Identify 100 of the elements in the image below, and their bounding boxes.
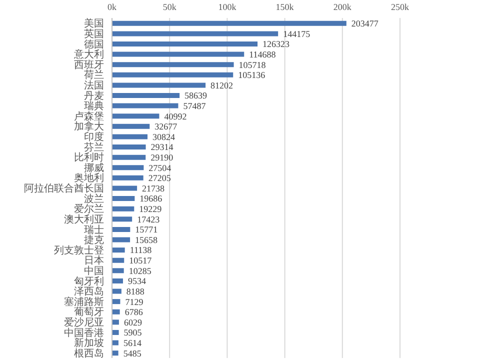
y-tick-label: 葡萄牙	[74, 306, 104, 318]
bar	[112, 186, 138, 191]
bar	[112, 175, 144, 180]
bar	[112, 320, 119, 325]
y-tick-label: 美国	[84, 18, 104, 30]
data-label: 15771	[135, 224, 158, 235]
bar	[112, 72, 234, 78]
y-tick-label: 加拿大	[74, 120, 104, 133]
y-tick-label: 捷克	[84, 234, 104, 246]
bar	[112, 278, 123, 284]
y-tick-label: 列支敦士登	[54, 244, 104, 256]
y-tick-label: 卢森堡	[74, 110, 104, 122]
data-label: 114688	[249, 49, 276, 60]
data-label: 8188	[126, 286, 145, 296]
data-label: 11138	[130, 245, 152, 256]
y-tick-label: 西班牙	[74, 58, 104, 71]
y-tick-label: 比利时	[74, 152, 104, 164]
data-label: 5614	[123, 338, 142, 348]
y-tick-label: 瑞典	[84, 100, 104, 112]
y-tick-label: 挪威	[84, 162, 104, 174]
data-label: 29314	[150, 142, 174, 152]
data-label: 19686	[140, 194, 163, 204]
bar	[112, 288, 122, 294]
y-tick-label: 英国	[84, 28, 104, 40]
y-tick-label: 匈牙利	[74, 275, 104, 288]
y-tick-label: 日本	[84, 254, 104, 267]
y-tick-label: 波兰	[84, 192, 104, 205]
data-label: 30824	[152, 132, 176, 142]
data-label: 81202	[210, 80, 234, 90]
y-tick-label: 奥地利	[74, 172, 104, 184]
bar	[112, 299, 120, 304]
data-label: 27205	[148, 173, 172, 184]
data-label: 10517	[129, 256, 152, 266]
bar	[112, 114, 160, 119]
bar	[112, 340, 118, 346]
bar	[112, 103, 178, 108]
y-tick-label: 荷兰	[84, 69, 104, 82]
data-label: 6029	[124, 317, 142, 328]
x-tick-label: 200k	[333, 2, 352, 12]
data-label: 27504	[148, 162, 172, 173]
y-tick-label: 芬兰	[84, 141, 104, 154]
data-label: 17423	[137, 214, 160, 224]
data-label: 105136	[238, 70, 266, 80]
data-label: 58639	[184, 90, 208, 101]
bar	[112, 144, 146, 150]
bar	[112, 82, 206, 88]
data-label: 144175	[283, 28, 311, 39]
bar	[112, 268, 124, 274]
y-tick-label: 塞浦路斯	[64, 296, 104, 308]
y-tick-label: 中国香港	[64, 326, 104, 339]
x-tick-label: 0k	[108, 2, 117, 12]
y-tick-label: 中国	[84, 264, 104, 277]
bar	[112, 20, 346, 26]
data-label: 9534	[128, 276, 146, 286]
y-tick-label: 丹麦	[84, 90, 104, 102]
x-tick-label: 250k	[391, 2, 410, 12]
x-tick-label: 100k	[218, 2, 237, 12]
bar	[112, 165, 144, 170]
data-label: 105718	[238, 60, 266, 70]
bar	[112, 41, 258, 46]
bar	[112, 309, 120, 314]
bar	[112, 237, 130, 242]
y-tick-label: 爱沙尼亚	[64, 316, 104, 328]
bar	[112, 134, 148, 140]
x-tick-label: 150k	[276, 2, 294, 12]
y-tick-label: 澳大利亚	[64, 213, 104, 226]
data-label: 203477	[351, 18, 379, 29]
bar	[112, 258, 124, 263]
y-tick-label: 法国	[84, 80, 104, 92]
bar	[112, 226, 130, 232]
data-label: 10285	[128, 266, 152, 276]
data-label: 19229	[139, 204, 162, 214]
data-label: 5905	[124, 328, 142, 338]
bar	[112, 350, 118, 356]
y-tick-label: 阿拉伯联合酋长国	[24, 182, 104, 195]
data-label: 21738	[142, 183, 166, 194]
bar	[112, 216, 132, 222]
bar	[112, 330, 119, 335]
data-label: 126323	[262, 39, 290, 50]
y-tick-label: 印度	[84, 131, 104, 144]
y-tick-label: 新加坡	[74, 337, 104, 350]
bar	[112, 52, 244, 57]
data-label: 57487	[183, 101, 206, 112]
bar	[112, 196, 135, 202]
bar	[112, 124, 150, 129]
bar	[112, 62, 234, 68]
y-tick-label: 意大利	[73, 48, 104, 61]
bar	[112, 206, 134, 212]
data-label: 7129	[125, 296, 144, 307]
data-label: 15658	[135, 234, 158, 245]
data-label: 5485	[123, 348, 142, 358]
y-tick-label: 瑞士	[84, 224, 104, 236]
x-tick-label: 50k	[162, 2, 177, 12]
y-tick-label: 爱尔兰	[74, 203, 104, 216]
data-label: 29190	[150, 152, 174, 163]
y-tick-label: 德国	[84, 39, 104, 50]
data-label: 32677	[154, 122, 178, 132]
bar	[112, 31, 278, 36]
data-label: 6786	[124, 307, 144, 318]
bar	[112, 93, 180, 98]
